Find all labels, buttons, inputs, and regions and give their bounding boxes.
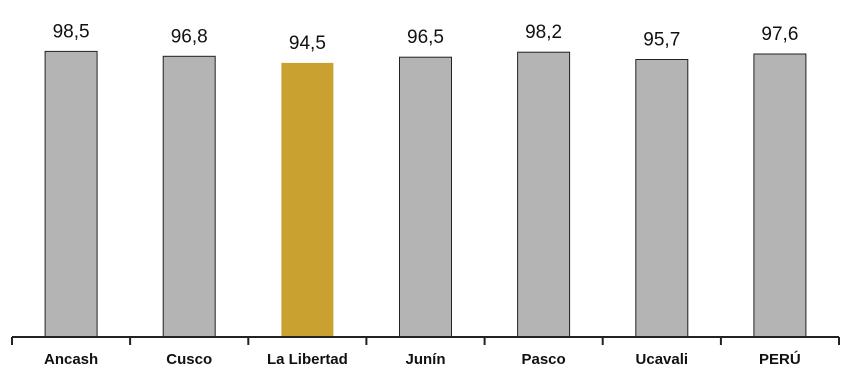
bar-2 [281,62,334,338]
category-labels-group: Ancash Cusco La Libertad Junín Pasco Ucavali P… [44,350,801,368]
x-axis-ticks-group [11,337,840,345]
bar-value-label-1: 96,8 [171,26,208,47]
bar-value-label-6: 97,6 [761,24,798,45]
category-label-4: Pasco [521,351,565,368]
category-label-1: Cusco [166,351,212,368]
value-labels-group: 98,5 96,8 94,5 96,5 98,2 95,7 97,6 [53,21,799,54]
bar-value-label-5: 95,7 [643,30,680,51]
bar-4 [517,51,571,338]
category-label-5: Ucavali [636,351,689,368]
category-label-0: Ancash [44,351,98,368]
bar-0 [44,50,98,338]
bar-value-label-0: 98,5 [53,21,90,42]
bar-value-label-3: 96,5 [407,27,444,48]
category-label-6: PERÚ [759,350,801,368]
category-label-3: Junín [406,351,446,368]
bar-value-label-2: 94,5 [289,33,326,54]
bar-1 [162,55,216,338]
bars-group [44,50,807,338]
bar-3 [399,56,452,338]
category-label-2: La Libertad [267,351,348,368]
bar-value-label-4: 98,2 [525,22,562,43]
bar-6 [753,53,807,338]
bar-5 [635,59,689,338]
